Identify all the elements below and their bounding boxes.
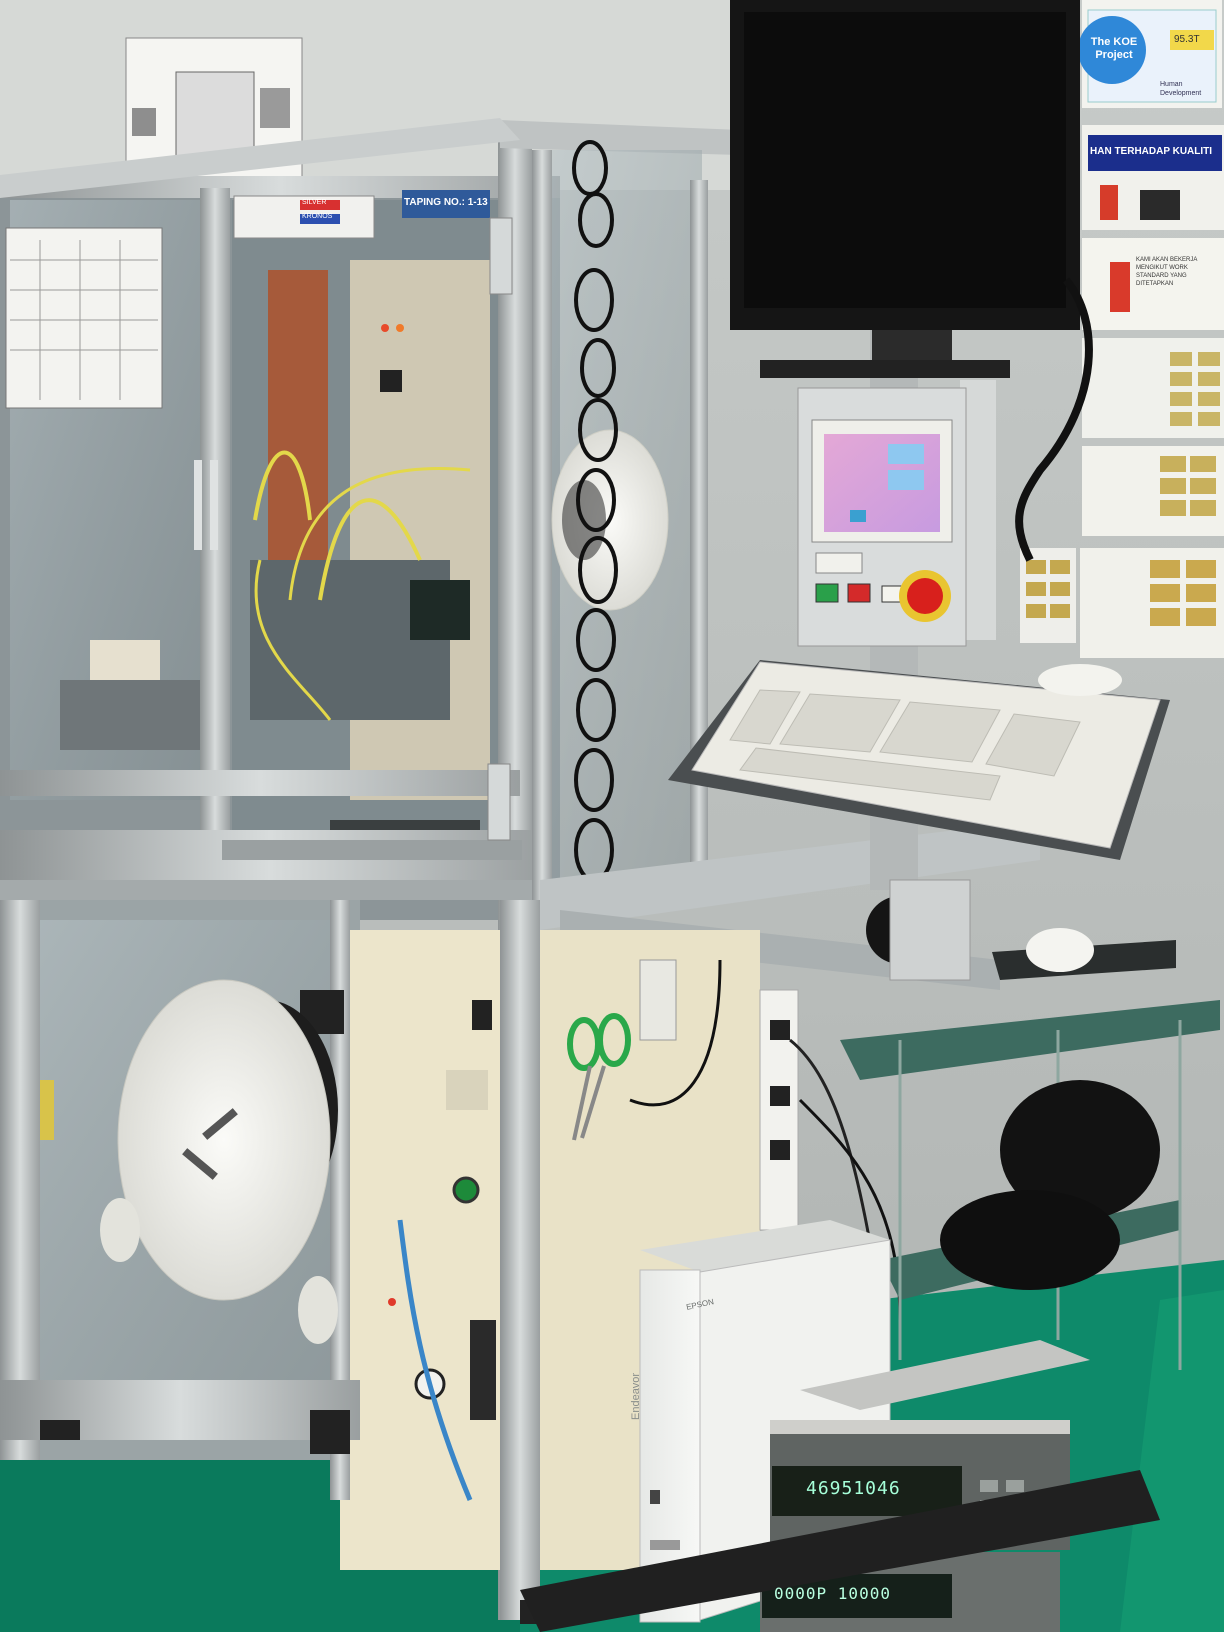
red-button[interactable] [847,583,871,603]
standard-note: KAMI AKAN BEKERJA MENGIKUT WORK STANDARD… [1136,257,1198,287]
taping-machine [0,118,1040,1624]
checklist-sheet [5,227,163,409]
mouse[interactable] [1026,928,1094,972]
tag-blue: KRONOS [302,213,333,220]
taping-plate [402,190,490,218]
koe-title: The KOE Project [1090,36,1138,61]
lcd-monitor [730,0,1093,562]
koe-caption: Human Development [1160,81,1202,97]
pc-brand: Endeavor [630,1372,642,1420]
taping-label: TAPING NO.: 1-13 [404,197,488,208]
koe-badge: 95.3T [1174,34,1200,45]
supply-reel [100,979,338,1344]
start-button[interactable] [452,1176,480,1204]
operator-console [797,330,996,890]
emergency-stop-icon[interactable] [907,578,943,614]
counter-reading: 46951046 [806,1478,901,1499]
tag-red: SILVER [302,199,327,206]
multimeter-reading: 0000P 10000 [774,1584,891,1603]
wall-posters [1020,0,1224,658]
quality-banner: HAN TERHADAP KUALITI [1090,146,1213,157]
green-button[interactable] [815,583,839,603]
scissors-icon [567,1013,631,1141]
counter-display [772,1466,962,1516]
keyboard-tray [668,660,1170,860]
